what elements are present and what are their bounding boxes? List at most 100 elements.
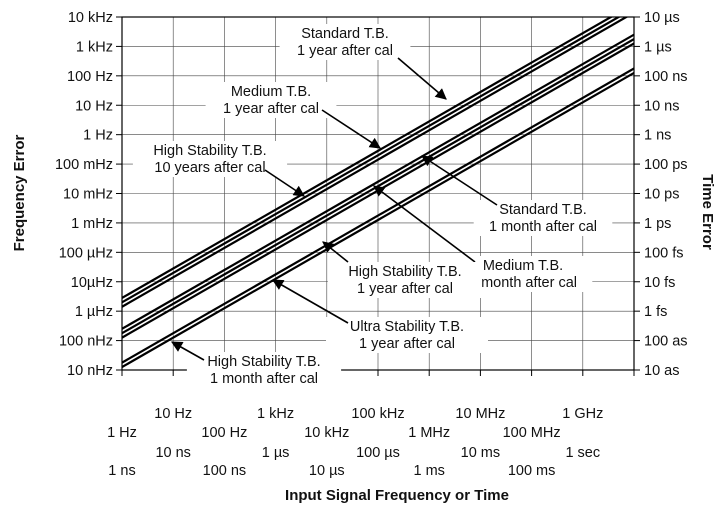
y-left-tick-label: 1 µHz (75, 304, 113, 320)
y-right-tick-label: 100 ps (644, 157, 688, 173)
annotation-text: 10 years after cal (154, 160, 265, 176)
y-right-tick-label: 100 ns (644, 69, 688, 85)
x-frequency-tick-label: 1 MHz (408, 425, 450, 441)
y-left-tick-labels: 10 nHz 100 nHz 1 µHz 10µHz 100 µHz 1 mHz 10 mH… (55, 10, 113, 379)
annotation-arrow (321, 109, 381, 149)
annotation-arrow (272, 279, 349, 324)
annotation-text: 1 month after cal (210, 371, 318, 387)
y-left-tick-label: 1 kHz (76, 39, 113, 55)
x-frequency-tick-label: 1 GHz (562, 406, 603, 422)
annotation-background (473, 200, 613, 236)
series-annotation: Standard T.B.1 year after cal (279, 24, 447, 100)
annotation-text: Medium T.B. (483, 258, 563, 274)
y-right-tick-label: 10 ps (644, 187, 679, 203)
series-line (122, 17, 614, 299)
annotation-text: 1 year after cal (357, 281, 453, 297)
annotation-background (205, 82, 337, 118)
annotation-text: Standard T.B. (301, 26, 389, 42)
x-frequency-tick-label: 10 MHz (455, 406, 505, 422)
y-left-tick-label: 10 nHz (67, 363, 113, 379)
y-right-tick-label: 1 µs (644, 39, 672, 55)
x-frequency-tick-label: 10 kHz (304, 425, 349, 441)
annotation-text: 1 month after cal (489, 219, 597, 235)
y-axis-left-title: Frequency Error (11, 134, 28, 251)
annotation-text: 1 year after cal (359, 336, 455, 352)
annotation-arrow (264, 169, 305, 197)
x-time-tick-label: 1 µs (262, 445, 290, 461)
annotation-text: High Stability T.B. (153, 143, 266, 159)
series-annotation: Standard T.B.1 month after cal (421, 155, 613, 236)
x-time-tick-label: 10 ns (155, 445, 190, 461)
y-left-tick-label: 100 mHz (55, 157, 113, 173)
annotation-text: 1 year after cal (223, 101, 319, 117)
x-frequency-tick-label: 100 MHz (503, 425, 561, 441)
series-line (122, 71, 634, 369)
annotation-arrow (322, 241, 349, 263)
series-annotation: High Stability T.B.1 year after cal (322, 241, 483, 298)
annotation-arrow (421, 155, 498, 206)
y-right-tick-label: 10 fs (644, 275, 675, 291)
x-axis-title: Input Signal Frequency or Time (285, 487, 509, 504)
annotation-arrow (373, 185, 476, 263)
annotation-background (132, 141, 288, 177)
annotation-text: Standard T.B. (499, 202, 587, 218)
series-line (122, 17, 621, 304)
x-frequency-tick-label: 10 Hz (154, 406, 192, 422)
x-frequency-tick-label: 1 kHz (257, 406, 294, 422)
y-right-tick-label: 100 as (644, 334, 688, 350)
x-frequency-tick-label: 100 Hz (201, 425, 247, 441)
y-left-tick-label: 100 nHz (59, 334, 113, 350)
y-left-tick-label: 10µHz (71, 275, 113, 291)
series-line (122, 17, 629, 308)
annotation-text: Medium T.B. (231, 84, 311, 100)
series-annotation: Medium T.B.1 year after cal (205, 82, 381, 149)
y-right-tick-label: 10 ns (644, 98, 679, 114)
y-right-tick-label: 1 ns (644, 128, 671, 144)
x-time-tick-label: 1 sec (565, 445, 600, 461)
annotation-text: 1 year after cal (297, 43, 393, 59)
y-right-tick-label: 10 µs (644, 10, 680, 26)
y-left-tick-label: 1 mHz (71, 216, 113, 232)
y-right-tick-labels: 10 as 100 as 1 fs 10 fs 100 fs 1 ps 10 ps 100 p… (644, 10, 688, 379)
annotation-background (326, 317, 488, 353)
annotation-arrow (397, 57, 447, 100)
x-time-tick-label: 10 µs (309, 463, 345, 479)
series-annotation: High Stability T.B.1 month after cal (171, 341, 342, 388)
x-frequency-tick-label: 1 Hz (107, 425, 137, 441)
y-left-tick-label: 100 Hz (67, 69, 113, 85)
x-time-tick-label: 10 ms (461, 445, 501, 461)
tick-marks (116, 16, 640, 376)
y-axis-right-title: Time Error (699, 174, 716, 250)
x-time-tick-label: 1 ms (413, 463, 444, 479)
series-line (122, 67, 634, 364)
x-time-tick-label: 100 µs (356, 445, 400, 461)
y-right-tick-label: 1 fs (644, 304, 667, 320)
series-annotation: Ultra Stability T.B.1 year after cal (272, 279, 488, 353)
annotation-background (327, 262, 483, 298)
y-right-tick-label: 100 fs (644, 245, 684, 261)
y-left-tick-label: 10 mHz (63, 187, 113, 203)
series-line (122, 33, 634, 330)
y-right-tick-label: 10 as (644, 363, 679, 379)
series-lines (122, 17, 634, 369)
annotation-text: Ultra Stability T.B. (350, 319, 464, 335)
annotation-text: High Stability T.B. (348, 264, 461, 280)
annotation-text: 1 month after cal (469, 275, 577, 291)
y-left-tick-label: 10 kHz (68, 10, 113, 26)
series-annotation: High Stability T.B.10 years after cal (132, 141, 305, 197)
x-time-tick-labels: 1 ns 10 ns 100 ns 1 µs 10 µs 100 µs 1 ms 10 ms 1… (108, 445, 600, 479)
annotation-background (186, 352, 342, 388)
y-left-tick-label: 1 Hz (83, 128, 113, 144)
annotation-text: High Stability T.B. (207, 354, 320, 370)
x-time-tick-label: 100 ms (508, 463, 556, 479)
annotation-arrow (171, 341, 205, 361)
x-time-tick-label: 1 ns (108, 463, 135, 479)
y-left-tick-label: 100 µHz (59, 245, 113, 261)
annotation-background (279, 24, 411, 60)
x-time-tick-label: 100 ns (203, 463, 247, 479)
y-left-tick-label: 10 Hz (75, 98, 113, 114)
x-frequency-tick-label: 100 kHz (351, 406, 404, 422)
